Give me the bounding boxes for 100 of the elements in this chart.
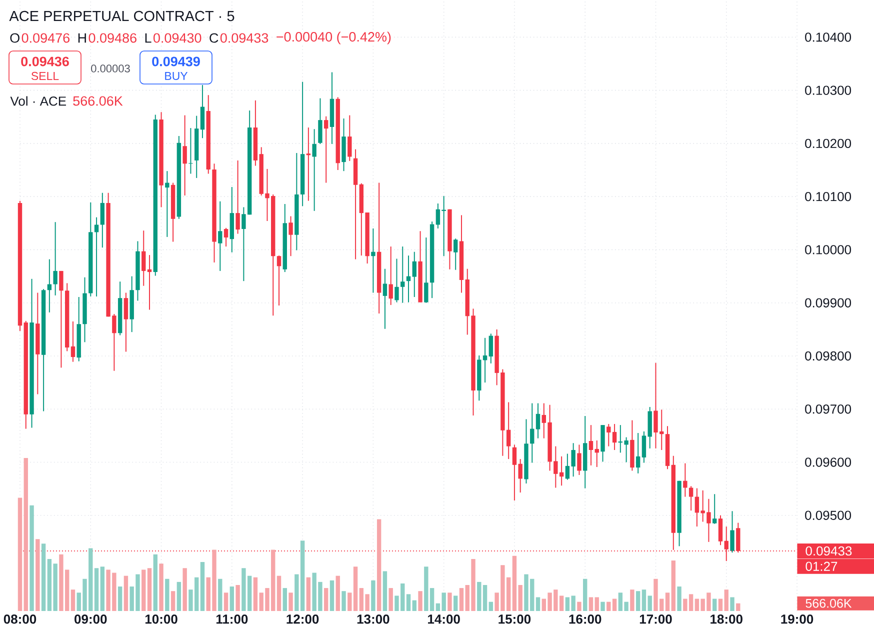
bar (577, 602, 582, 611)
bar (224, 592, 228, 611)
y-tick-label: 0.09900 (805, 298, 852, 308)
text: ACE PERPETUAL CONTRACT · 5 (9, 10, 234, 22)
candlestick (18, 200, 22, 332)
bar (276, 576, 282, 611)
bar (718, 598, 723, 611)
annotation: 0.09430 (153, 33, 202, 43)
y-tick-label: 0.10100 (805, 192, 852, 202)
candlestick (588, 424, 594, 466)
candlestick (212, 163, 216, 263)
bar (353, 566, 358, 611)
bar (236, 584, 240, 611)
annotation: −0.00040 (−0.42%) (276, 32, 391, 44)
candlestick (606, 423, 611, 447)
candlestick (76, 296, 81, 362)
bar (612, 598, 617, 611)
candlestick (200, 84, 205, 139)
candlestick (170, 182, 176, 242)
x-tick-label: 14:00 (428, 614, 460, 624)
x-tick-label: 12:00 (286, 614, 319, 624)
bar (306, 577, 311, 611)
candlestick (236, 160, 240, 234)
x-tick-label: 15:00 (498, 614, 531, 624)
candlestick (53, 222, 58, 296)
candlestick (406, 255, 411, 303)
candlestick (30, 278, 34, 428)
candlestick (330, 72, 334, 144)
candlestick (430, 221, 434, 299)
x-tick-label: 10:00 (145, 614, 178, 624)
candlestick (454, 238, 458, 270)
candlestick (394, 258, 399, 303)
candlestick (488, 333, 494, 364)
candlestick (400, 246, 405, 304)
x-tick-label: 08:00 (4, 614, 36, 624)
annotation: 0.09476 (22, 33, 70, 43)
y-tick-label: 0.09800 (805, 351, 852, 361)
x-tick-label: 18:00 (710, 614, 742, 624)
bar (371, 580, 376, 611)
candlestick (642, 430, 646, 464)
x-tick-label: 16:00 (569, 614, 602, 624)
candlestick (712, 494, 717, 524)
x-tick-label: 19:00 (781, 614, 814, 624)
candlestick (176, 136, 182, 220)
y-tick-label: 0.09600 (805, 458, 852, 467)
candlestick (388, 246, 393, 306)
candlestick (530, 402, 534, 464)
bar (477, 582, 482, 611)
bar (671, 560, 676, 611)
bar (412, 600, 416, 611)
candlestick (165, 170, 170, 238)
bar (118, 586, 122, 611)
chart-title: Vol · ACE (10, 96, 66, 106)
bar (588, 597, 594, 611)
candlestick (342, 118, 346, 172)
candlestick (677, 480, 682, 547)
bar (665, 592, 670, 611)
candlestick (348, 114, 352, 162)
bar (165, 578, 170, 611)
text: 01:27 (806, 562, 838, 571)
candlestick (153, 114, 158, 276)
candlestick (36, 292, 40, 395)
candlestick (371, 228, 376, 294)
candlestick (159, 112, 164, 208)
bar (459, 588, 464, 611)
candlestick (448, 208, 452, 270)
candlestick (336, 96, 340, 171)
x-tick-label: 13:00 (357, 614, 390, 624)
bar (176, 582, 182, 611)
annotation: 0.09486 (88, 33, 136, 43)
bar (124, 576, 128, 611)
bar (159, 564, 164, 611)
bar (730, 597, 734, 611)
bar (324, 588, 328, 611)
candlestick (182, 114, 187, 196)
bar (642, 590, 646, 611)
bar (724, 590, 728, 611)
candlestick (218, 200, 222, 272)
bar (200, 562, 205, 611)
candlestick (382, 268, 388, 330)
annotation: 566.06K (73, 96, 123, 106)
annotation: C (210, 33, 218, 43)
candlestick (288, 216, 293, 257)
bar (606, 602, 611, 611)
bar (677, 586, 682, 611)
candlestick (64, 282, 70, 352)
annotation: 0.09439 (152, 56, 200, 66)
candlestick (648, 406, 652, 449)
bar (406, 594, 411, 611)
bar (583, 578, 588, 611)
candlestick (70, 320, 76, 362)
bar (330, 580, 334, 611)
annotation: 0.09436 (21, 56, 69, 66)
candlestick (300, 81, 305, 207)
bar (448, 592, 452, 611)
candlestick (636, 432, 640, 474)
bar (70, 590, 76, 611)
bar (182, 568, 187, 611)
candlestick (665, 426, 670, 470)
bar (382, 571, 388, 611)
